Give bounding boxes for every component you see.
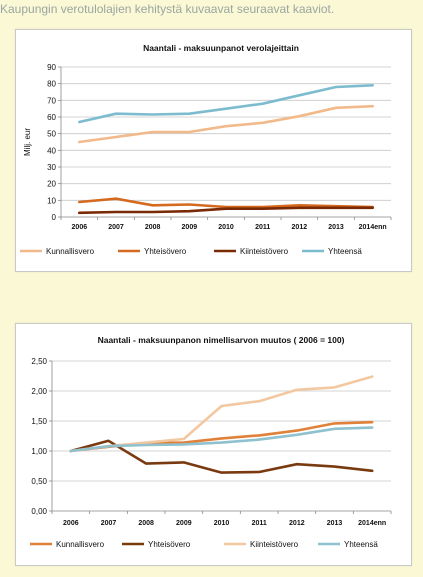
chart-panel-tax-revenue: Naantali - maksuunpanot verolajeittain Mi… [15, 29, 412, 272]
chart-nominal-value-change: Naantali - maksuunpanon nimellisarvon mu… [30, 335, 392, 549]
x-tick-label: 2011 [255, 224, 270, 231]
y-tick-label: 1,00 [31, 447, 47, 456]
y-tick-label: 1,50 [31, 417, 47, 426]
x-tick-label: 2013 [327, 520, 343, 527]
legend-label: Yhteisövero [144, 247, 187, 256]
y-tick-label: 0,00 [31, 507, 47, 516]
series-line-kiinteistövero [77, 206, 375, 215]
series-line-yhteensä [77, 83, 375, 124]
series-line-yhteisövero [77, 197, 375, 209]
y-tick-label: 40 [47, 146, 56, 155]
y-tick-label: 0 [52, 213, 57, 222]
series-line-yhteisövero [69, 439, 374, 474]
y-tick-label: 2,00 [31, 387, 47, 396]
chart-title: Naantali - maksuunpanon nimellisarvon mu… [98, 335, 345, 345]
y-tick-label: 10 [47, 196, 56, 205]
x-tick-label: 2014enn [359, 224, 387, 231]
chart-tax-revenue-by-type: Naantali - maksuunpanot verolajeittain Mi… [20, 43, 392, 256]
series-line-yhteensä [69, 426, 374, 453]
y-tick-label: 30 [47, 163, 56, 172]
x-tick-label: 2014enn [358, 520, 386, 527]
x-tick-label: 2010 [214, 520, 230, 527]
x-tick-label: 2008 [145, 224, 161, 231]
x-tick-label: 2007 [108, 224, 124, 231]
y-tick-label: 20 [47, 180, 56, 189]
x-tick-label: 2007 [101, 520, 117, 527]
x-tick-label: 2009 [182, 224, 198, 231]
legend-label: Kunnallisvero [46, 247, 95, 256]
x-tick-label: 2006 [72, 224, 88, 231]
y-tick-label: 90 [47, 63, 56, 72]
legend-label: Yhteensä [344, 540, 378, 549]
y-tick-label: 80 [47, 80, 56, 89]
legend-label: Kiinteistövero [250, 540, 299, 549]
legend-label: Kiinteistövero [240, 247, 289, 256]
legend-label: Yhteisövero [148, 540, 191, 549]
series-line-kiinteistövero [69, 375, 374, 453]
x-tick-label: 2012 [289, 520, 305, 527]
legend-label: Kunnallisvero [56, 540, 105, 549]
chart-title: Naantali - maksuunpanot verolajeittain [143, 43, 299, 53]
series-line-kunnallisvero [77, 104, 375, 144]
x-tick-label: 2006 [63, 520, 79, 527]
y-tick-label: 0,50 [31, 477, 47, 486]
legend-label: Yhteensä [328, 247, 362, 256]
x-tick-label: 2010 [218, 224, 234, 231]
y-tick-label: 2,50 [31, 357, 47, 366]
x-tick-label: 2009 [176, 520, 192, 527]
x-tick-label: 2011 [252, 520, 267, 527]
x-tick-label: 2013 [328, 224, 344, 231]
y-tick-label: 60 [47, 113, 56, 122]
y-tick-label: 70 [47, 96, 56, 105]
y-tick-label: 50 [47, 130, 56, 139]
intro-text: Kaupungin verotulolajien kehitystä kuvaa… [0, 2, 335, 16]
y-axis-label: Milj. eur [23, 128, 32, 156]
x-tick-label: 2008 [138, 520, 154, 527]
chart-panel-nominal-change: Naantali - maksuunpanon nimellisarvon mu… [15, 323, 412, 566]
x-tick-label: 2012 [292, 224, 308, 231]
